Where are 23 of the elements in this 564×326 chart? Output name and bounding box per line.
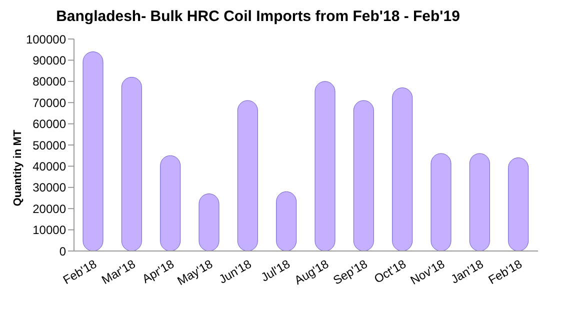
y-tick-label: 40000 xyxy=(32,159,66,174)
y-tick-label: 60000 xyxy=(32,117,66,132)
bar xyxy=(508,157,529,251)
y-tick-label: 70000 xyxy=(32,96,66,110)
bar xyxy=(121,76,142,251)
bar xyxy=(82,51,104,251)
bar xyxy=(314,81,336,251)
y-axis-title: Quantity in MT xyxy=(12,130,24,206)
y-tick-label: 10000 xyxy=(32,223,66,238)
bar xyxy=(353,100,374,251)
y-tick-label: 30000 xyxy=(32,180,66,195)
y-tick-label: 80000 xyxy=(32,74,66,89)
bar xyxy=(392,88,413,251)
bar xyxy=(237,100,258,251)
y-tick-label: 100000 xyxy=(26,32,66,46)
bar xyxy=(430,153,452,251)
y-tick-label: 90000 xyxy=(32,53,66,68)
y-tick-label: 20000 xyxy=(32,202,66,216)
y-tick-label: 50000 xyxy=(32,138,66,152)
chart-title: Bangladesh- Bulk HRC Coil Imports from Feb'18 - Feb'19 xyxy=(55,8,461,25)
y-tick-label: 0 xyxy=(59,244,66,258)
bar xyxy=(160,155,181,251)
bar xyxy=(469,153,490,251)
